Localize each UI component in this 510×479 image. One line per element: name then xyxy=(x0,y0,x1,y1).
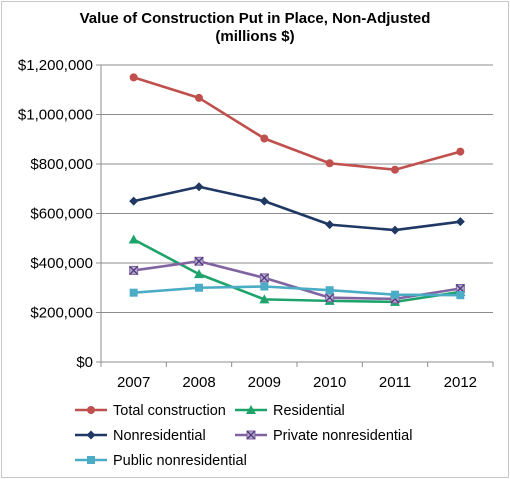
legend-marker xyxy=(246,430,256,440)
data-point xyxy=(391,290,399,299)
data-point xyxy=(325,293,335,303)
data-point xyxy=(129,73,138,82)
data-point xyxy=(325,286,334,295)
legend-item: Total construction xyxy=(75,403,226,419)
x-tick-label: 2012 xyxy=(444,374,477,391)
marker-stroke xyxy=(246,430,256,440)
legend-item: Residential xyxy=(235,403,345,419)
data-point xyxy=(455,217,465,227)
chart-title-line-1: Value of Construction Put in Place, Non-… xyxy=(79,10,431,27)
series-line xyxy=(133,285,461,297)
y-tick-label: $0 xyxy=(76,354,93,371)
gridlines xyxy=(101,64,493,313)
data-point xyxy=(129,288,138,297)
x-tick-label: 2009 xyxy=(248,374,281,391)
series-group xyxy=(128,73,466,306)
legend-marker xyxy=(86,430,96,440)
y-tick-label: $200,000 xyxy=(30,305,93,322)
legend-marker xyxy=(246,405,256,414)
legend: Total construction Residential Nonresident… xyxy=(75,403,412,469)
marker-stroke xyxy=(325,293,335,303)
data-point xyxy=(260,282,269,291)
data-point xyxy=(259,294,270,304)
series-4 xyxy=(129,282,465,300)
data-point xyxy=(390,225,400,235)
series-2 xyxy=(129,182,465,235)
data-point xyxy=(129,265,139,275)
y-tick-label: $600,000 xyxy=(30,206,93,223)
data-point xyxy=(259,196,269,206)
data-point xyxy=(456,291,465,300)
legend-item: Public nonresidential xyxy=(75,453,247,469)
data-point xyxy=(194,182,204,192)
data-point xyxy=(391,165,399,174)
series-0 xyxy=(129,73,465,174)
data-point xyxy=(456,147,465,156)
marker-stroke xyxy=(129,265,139,275)
data-point xyxy=(129,196,139,206)
marker-stroke xyxy=(259,273,269,283)
chart-title: Value of Construction Put in Place, Non-… xyxy=(2,10,508,46)
legend-label: Private nonresidential xyxy=(273,428,412,444)
series-line xyxy=(133,76,461,171)
x-tick-label: 2010 xyxy=(313,374,346,391)
marker-stroke xyxy=(455,284,465,293)
legend-marker xyxy=(87,406,95,414)
y-tick-label: $800,000 xyxy=(30,156,93,173)
axes xyxy=(96,64,494,367)
series-line xyxy=(133,185,461,232)
legend-item: Private nonresidential xyxy=(235,428,412,444)
x-tick-label: 2008 xyxy=(182,374,215,391)
data-point xyxy=(325,220,335,230)
data-point xyxy=(325,159,334,168)
y-tick-label: $1,200,000 xyxy=(18,57,93,74)
legend-marker xyxy=(87,456,95,464)
data-point xyxy=(195,93,203,102)
data-point xyxy=(195,283,203,292)
marker-stroke xyxy=(194,256,204,266)
legend-item: Nonresidential xyxy=(75,428,206,444)
data-point xyxy=(128,234,139,244)
x-tick-label: 2011 xyxy=(379,374,411,391)
data-point xyxy=(194,269,204,279)
legend-label: Total construction xyxy=(113,403,226,419)
series-line xyxy=(133,238,461,304)
data-point xyxy=(259,273,269,283)
x-tick-label: 2007 xyxy=(117,374,150,391)
x-axis-ticks: 2007 2008 2009 2010 2011 2012 xyxy=(117,374,477,391)
y-axis-ticks: $0 $200,000 $400,000 $600,000 $800,000 $1,000… xyxy=(18,57,93,371)
data-point xyxy=(260,134,269,143)
y-tick-label: $400,000 xyxy=(30,255,93,272)
data-point xyxy=(194,256,204,266)
legend-label: Nonresidential xyxy=(113,428,206,444)
y-tick-label: $1,000,000 xyxy=(18,107,93,124)
legend-label: Residential xyxy=(273,403,345,419)
legend-label: Public nonresidential xyxy=(113,453,247,469)
chart-title-line-2: (millions $) xyxy=(215,28,295,45)
